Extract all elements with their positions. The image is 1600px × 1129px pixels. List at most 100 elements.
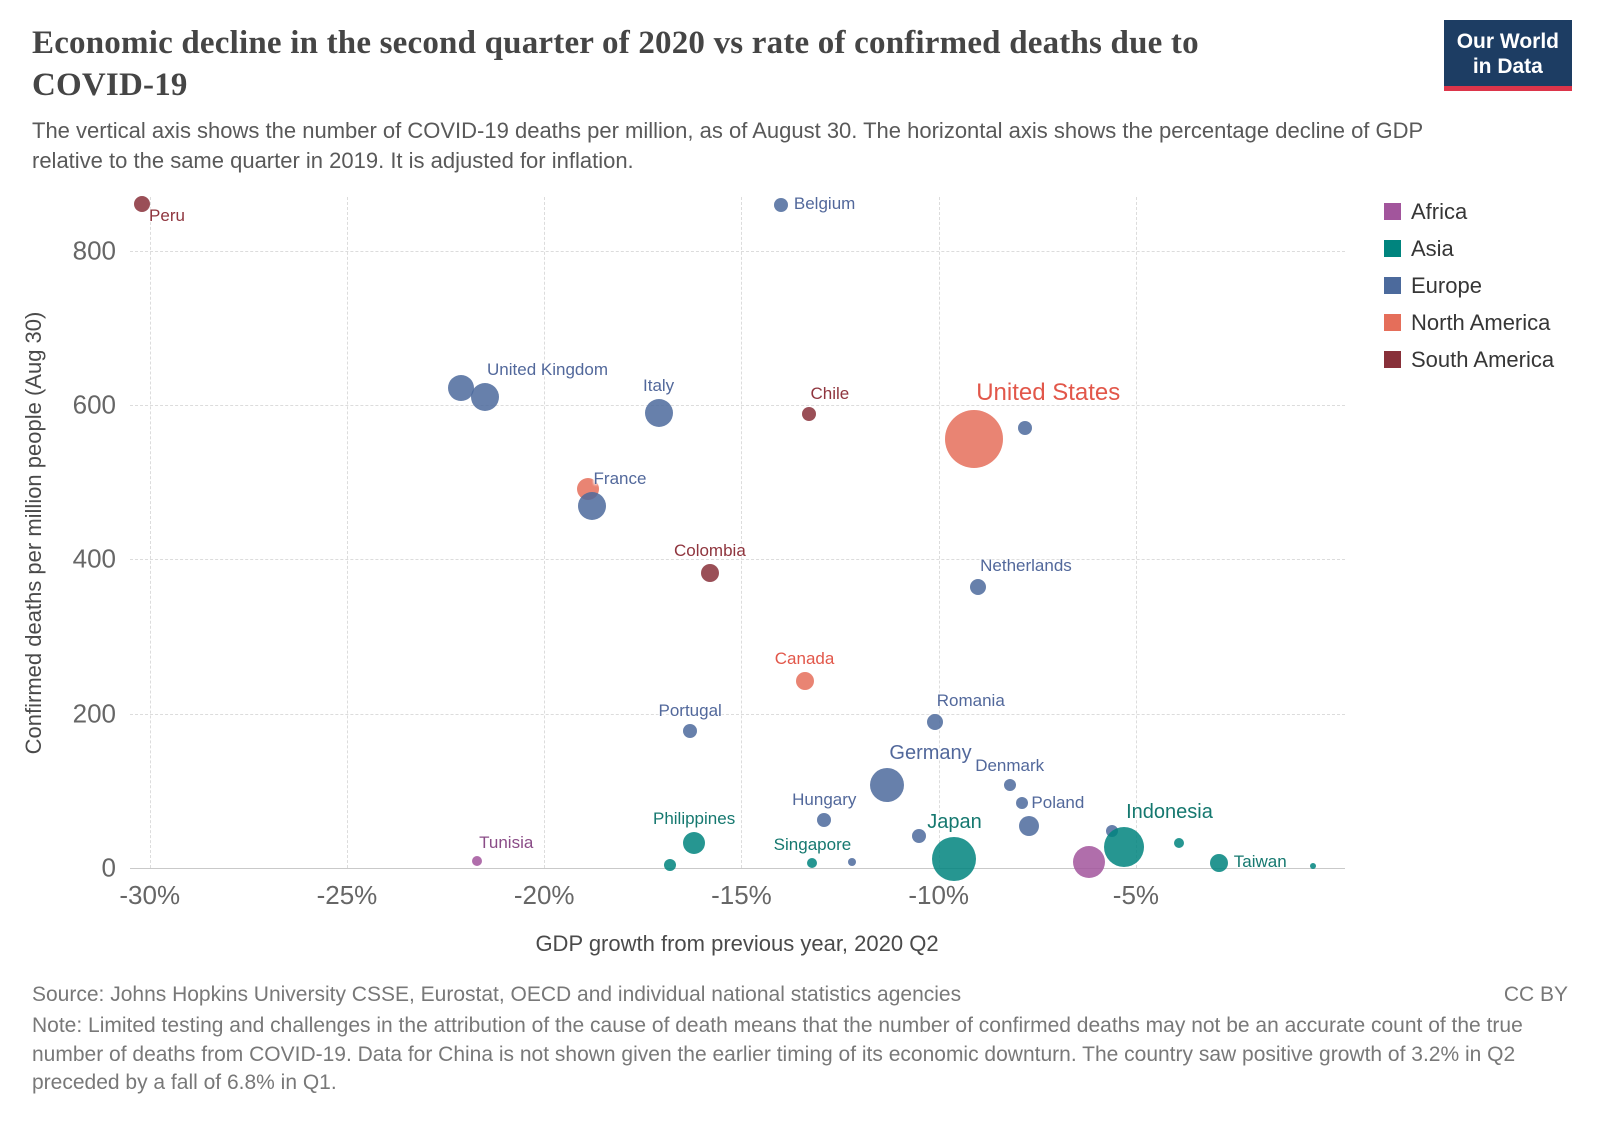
data-point[interactable] xyxy=(1174,837,1185,848)
data-point[interactable] xyxy=(448,375,475,402)
chart-header: Economic decline in the second quarter o… xyxy=(0,0,1600,175)
data-point-portugal[interactable] xyxy=(683,724,698,739)
source-text: Source: Johns Hopkins University CSSE, E… xyxy=(32,982,962,1006)
data-point-united-states[interactable] xyxy=(945,410,1004,469)
data-point-label: France xyxy=(593,469,647,489)
data-point-canada[interactable] xyxy=(795,671,814,690)
x-tick-label: -5% xyxy=(1112,879,1160,910)
data-point[interactable] xyxy=(1015,797,1028,810)
data-point-label: Hungary xyxy=(792,790,857,810)
data-point-france[interactable] xyxy=(577,492,606,521)
data-point-romania[interactable] xyxy=(926,714,943,731)
data-point-taiwan[interactable] xyxy=(1209,854,1228,873)
gridline-horizontal xyxy=(130,713,1345,715)
gridline-horizontal xyxy=(130,250,1345,252)
gridline-vertical xyxy=(346,196,348,868)
data-point-label: Taiwan xyxy=(1233,852,1287,872)
y-tick-label: 0 xyxy=(101,852,116,883)
chart: Peru Belgium United Kingdom Italy Chile Unite… xyxy=(0,183,1600,963)
data-point-label: Canada xyxy=(774,648,835,668)
data-point-hungary[interactable] xyxy=(817,813,832,828)
x-tick-label: -30% xyxy=(119,879,181,910)
legend-item-label: Europe xyxy=(1411,272,1482,298)
legend-item-asia[interactable]: Asia xyxy=(1384,236,1554,262)
data-point-chile[interactable] xyxy=(801,406,816,421)
gridline-vertical xyxy=(149,196,151,868)
page-title: Economic decline in the second quarter o… xyxy=(32,25,1199,104)
data-point[interactable] xyxy=(847,857,856,866)
x-tick-label: -10% xyxy=(908,879,970,910)
license-link[interactable]: CC BY xyxy=(1503,982,1568,1006)
data-point-label: Netherlands xyxy=(980,556,1072,576)
legend-swatch-icon xyxy=(1384,203,1401,221)
data-point-label: Peru xyxy=(149,206,185,226)
legend-item-north-america[interactable]: North America xyxy=(1384,310,1554,336)
y-tick-label: 200 xyxy=(72,698,116,729)
data-point[interactable] xyxy=(1018,421,1033,436)
data-point-label: Japan xyxy=(927,810,982,833)
chart-subtitle: The vertical axis shows the number of CO… xyxy=(32,118,1423,173)
y-tick-label: 800 xyxy=(72,235,116,266)
data-point-philippines[interactable] xyxy=(683,831,706,854)
data-point-colombia[interactable] xyxy=(700,563,719,582)
data-point[interactable] xyxy=(1072,845,1105,878)
owid-chart-page: Economic decline in the second quarter o… xyxy=(0,0,1600,1098)
data-point-indonesia[interactable] xyxy=(1104,827,1145,868)
data-point-label: Colombia xyxy=(673,540,746,560)
data-point-label: Italy xyxy=(643,375,675,395)
data-point-denmark[interactable] xyxy=(1003,779,1016,792)
data-point-italy[interactable] xyxy=(644,398,673,427)
legend-item-label: Africa xyxy=(1411,198,1468,224)
data-point-germany[interactable] xyxy=(870,767,905,802)
data-point-label: Tunisia xyxy=(479,833,534,853)
data-point-label: Philippines xyxy=(652,808,736,828)
data-point-label: Denmark xyxy=(975,756,1045,776)
source-row: Source: Johns Hopkins University CSSE, E… xyxy=(32,983,1568,1007)
y-tick-label: 400 xyxy=(72,543,116,574)
chart-footer: Source: Johns Hopkins University CSSE, E… xyxy=(0,983,1600,1098)
data-point[interactable] xyxy=(1310,863,1317,870)
data-point-netherlands[interactable] xyxy=(970,579,987,596)
legend-swatch-icon xyxy=(1384,277,1401,295)
data-point[interactable] xyxy=(911,829,926,844)
y-tick-label: 600 xyxy=(72,389,116,420)
data-point[interactable] xyxy=(664,858,677,871)
data-point-label: Romania xyxy=(936,691,1005,711)
owid-logo[interactable]: Our World in Data xyxy=(1443,20,1572,92)
data-point-japan[interactable] xyxy=(932,836,977,881)
gridline-horizontal xyxy=(130,559,1345,561)
data-point-singapore[interactable] xyxy=(807,858,818,869)
data-point-label: Belgium xyxy=(793,193,856,213)
plot-area: Peru Belgium United Kingdom Italy Chile Unite… xyxy=(130,193,1345,881)
data-point-united-kingdom[interactable] xyxy=(471,382,500,411)
legend-item-africa[interactable]: Africa xyxy=(1384,199,1554,225)
data-point-peru[interactable] xyxy=(133,195,150,212)
x-tick-label: -20% xyxy=(513,879,575,910)
note-text: Note: Limited testing and challenges in … xyxy=(32,1013,1523,1095)
data-point-label: United States xyxy=(976,379,1121,407)
legend-item-label: South America xyxy=(1411,346,1555,372)
x-tick-label: -25% xyxy=(316,879,378,910)
data-point-label: Indonesia xyxy=(1126,801,1213,824)
owid-logo-line2: in Data xyxy=(1472,55,1543,79)
x-axis-title: GDP growth from previous year, 2020 Q2 xyxy=(535,930,939,956)
gridline-horizontal xyxy=(130,405,1345,407)
data-point-tunisia[interactable] xyxy=(472,856,483,867)
legend-item-south-america[interactable]: South America xyxy=(1384,347,1554,373)
data-point-label: Chile xyxy=(810,383,850,403)
data-point-label: Poland xyxy=(1031,793,1085,813)
data-point-poland[interactable] xyxy=(1019,816,1040,837)
legend-item-europe[interactable]: Europe xyxy=(1384,273,1554,299)
legend-swatch-icon xyxy=(1384,314,1401,332)
data-point-label: Germany xyxy=(889,741,972,764)
legend-swatch-icon xyxy=(1384,240,1401,258)
gridline-vertical xyxy=(1135,196,1137,868)
data-point-belgium[interactable] xyxy=(773,197,788,212)
gridline-vertical xyxy=(544,196,546,868)
data-point-label: Singapore xyxy=(773,835,852,855)
gridline-vertical xyxy=(741,196,743,868)
legend: Africa Asia Europe North America South Ameri… xyxy=(1384,199,1554,384)
owid-logo-line1: Our World xyxy=(1456,30,1559,53)
x-tick-label: -15% xyxy=(711,879,772,910)
data-point-label: United Kingdom xyxy=(487,359,608,379)
